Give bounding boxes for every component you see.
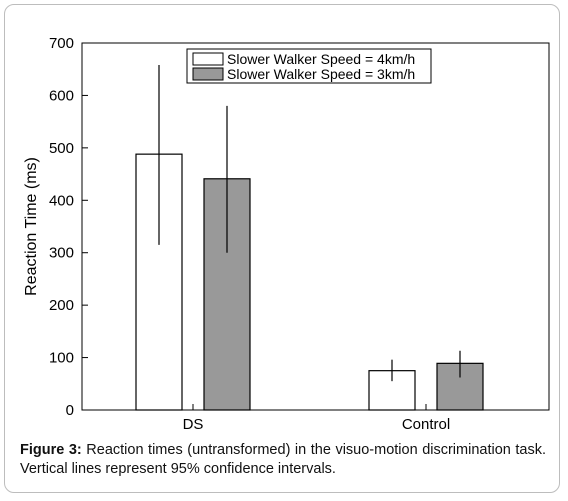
- legend-box: [186, 48, 432, 84]
- y-axis-label: Reaction Time (ms): [23, 157, 40, 296]
- legend-entry: Slower Walker Speed = 4km/h: [227, 51, 415, 67]
- figure-caption: Figure 3: Reaction times (untransformed)…: [20, 441, 546, 479]
- bar-chart: 0 100 200 300 400 500 600 700 Reaction Time (ms)…: [23, 35, 550, 433]
- y-tick-label: 700: [49, 35, 74, 52]
- y-tick-label: 500: [49, 140, 74, 157]
- caption-label: Figure 3:: [20, 442, 82, 458]
- plot-frame: [81, 42, 550, 411]
- caption-text: Reaction times (untransformed) in the vi…: [20, 442, 547, 477]
- legend-swatch: [192, 67, 224, 81]
- legend-entry: Slower Walker Speed = 3km/h: [227, 66, 415, 82]
- y-tick-label: 100: [49, 350, 74, 367]
- y-tick-label: 0: [66, 402, 74, 419]
- y-tick-label: 400: [49, 192, 74, 209]
- figure-frame: [4, 4, 560, 493]
- x-tick-label: DS: [183, 416, 204, 433]
- legend-swatch: [192, 52, 224, 66]
- y-tick-label: 200: [49, 297, 74, 314]
- y-tick-label: 300: [49, 245, 74, 262]
- y-tick-label: 600: [49, 87, 74, 104]
- x-tick-label: Control: [402, 416, 450, 433]
